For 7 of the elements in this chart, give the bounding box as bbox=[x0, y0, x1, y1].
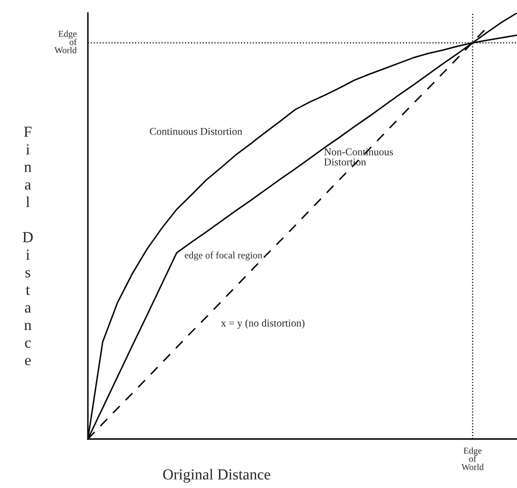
text: Final Distance bbox=[22, 126, 33, 366]
series-label: Continuous Distortion bbox=[150, 128, 242, 135]
series-label: x = y (no distortion) bbox=[221, 319, 304, 329]
x-axis-title: Original Distance bbox=[163, 468, 270, 483]
annotation: edge of focal region bbox=[184, 252, 262, 260]
ref-line-label: Edge of World bbox=[54, 30, 77, 54]
text: Edge of World bbox=[461, 447, 484, 470]
